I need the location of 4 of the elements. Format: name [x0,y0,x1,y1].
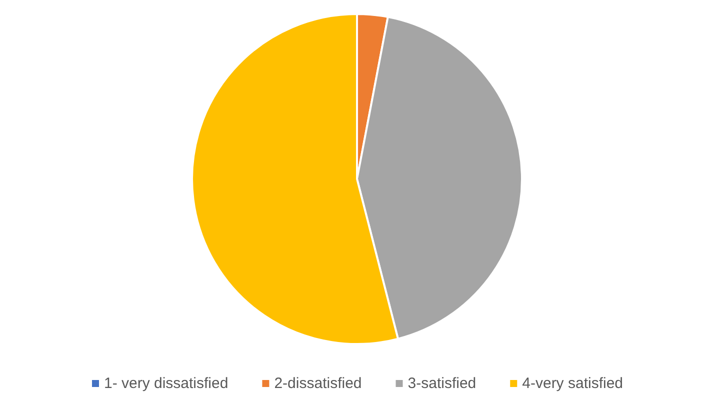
legend-label: 4-very satisfied [522,375,624,392]
legend-label: 1- very dissatisfied [104,375,228,392]
legend-label: 2-dissatisfied [274,375,362,392]
legend-label: 3-satisfied [408,375,476,392]
